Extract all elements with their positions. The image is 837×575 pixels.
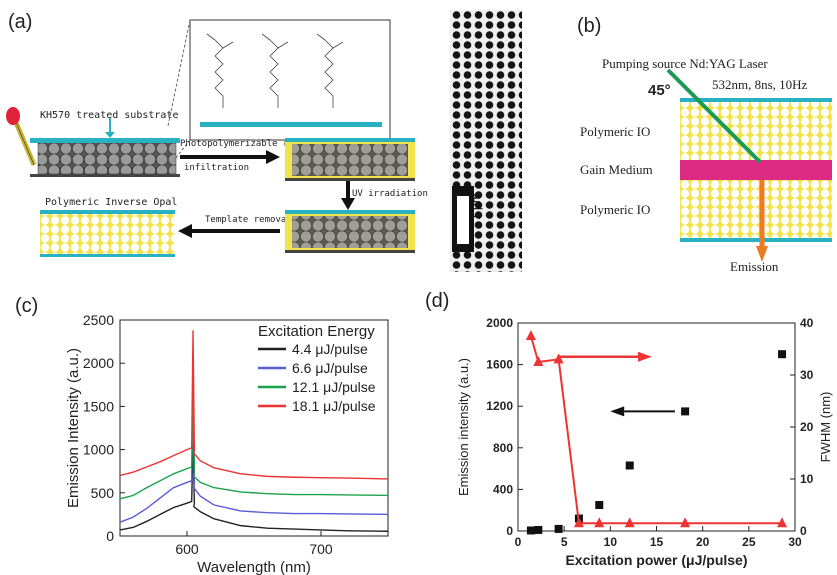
inverse-opal-label: Polymeric Inverse Opal	[45, 197, 177, 208]
x-tick-label-d: 20	[696, 535, 710, 549]
data-point-intensity	[595, 501, 604, 509]
y2-tick-label-d: 10	[800, 472, 814, 486]
x-tick-label-d: 30	[788, 535, 802, 549]
arrowhead-right-axis	[638, 351, 652, 362]
x-tick-label-d: 0	[515, 535, 522, 549]
data-point-intensity	[778, 350, 787, 359]
sem-image: 1 μm	[450, 10, 522, 272]
data-point-intensity	[534, 525, 543, 534]
arrowhead-left-axis	[610, 406, 625, 417]
x-axis-label-d: Excitation power (μJ/pulse)	[565, 552, 747, 568]
laser-setup	[666, 68, 832, 262]
molecule-inset	[167, 19, 391, 169]
layer-bot-label: Polymeric IO	[580, 202, 650, 217]
x-tick-label-d: 15	[650, 535, 664, 549]
legend-label-c-2: 12.1 μJ/pulse	[292, 379, 376, 395]
y2-tick-label-d: 20	[800, 420, 814, 434]
step-removal-label: Template removal	[205, 215, 292, 225]
data-point-fwhm	[553, 353, 564, 364]
x-tick-label-d: 5	[561, 535, 568, 549]
y-tick-label-d: 0	[506, 524, 513, 538]
y-tick-label-d: 800	[493, 441, 513, 455]
data-point-fwhm	[624, 517, 635, 528]
y-tick-label-d: 400	[493, 482, 513, 496]
substrate-label: KH570 treated substrate	[40, 110, 178, 121]
y-tick-label-d: 1200	[486, 399, 513, 413]
y2-tick-label-d: 30	[800, 368, 814, 382]
data-point-fwhm	[594, 517, 605, 528]
y-axis-label-d: Emission intensity (a.u.)	[456, 358, 471, 496]
panel-label-a: (a)	[8, 11, 32, 33]
data-point-intensity	[681, 407, 690, 416]
pump-label: Pumping source Nd:YAG Laser	[602, 56, 768, 71]
plot-frame-d	[517, 322, 796, 532]
legend-label-c-0: 4.4 μJ/pulse	[292, 341, 368, 357]
data-point-intensity	[526, 526, 535, 535]
y-tick-label-c: 1000	[83, 442, 114, 458]
x-tick-label-c: 700	[309, 541, 333, 557]
pump-params-label: 532nm, 8ns, 10Hz	[712, 77, 808, 92]
panel-label-c: (c)	[15, 295, 38, 317]
x-axis-label-c: Wavelength (nm)	[197, 559, 311, 575]
data-point-fwhm	[573, 517, 584, 528]
plot-frame-c	[119, 319, 389, 537]
series-line-c-0	[119, 440, 389, 532]
legend-label-c-1: 6.6 μJ/pulse	[292, 360, 368, 376]
colloidal-template	[30, 118, 180, 177]
y2-tick-label-d: 0	[800, 524, 807, 538]
emission-label: Emission	[730, 259, 779, 274]
panel-label-b: (b)	[577, 15, 601, 37]
y-tick-label-d: 2000	[486, 316, 513, 330]
legend-label-c-3: 18.1 μJ/pulse	[292, 398, 376, 414]
y-tick-label-c: 2500	[83, 312, 114, 328]
layer-top-label: Polymeric IO	[580, 124, 650, 139]
infiltrated-template	[285, 138, 415, 181]
data-point-fwhm	[777, 517, 788, 528]
y2-axis-label-d: FWHM (nm)	[818, 392, 833, 463]
x-tick-label-c: 600	[175, 541, 199, 557]
step-arrows	[178, 150, 355, 238]
step-infiltration-label: Photopolymerizable resin	[180, 139, 310, 149]
x-tick-label-d: 10	[604, 535, 618, 549]
step-uv-label: UV irradiation	[352, 189, 428, 199]
fwhm-line	[529, 335, 783, 525]
scale-bar-label: 1 μm	[469, 193, 483, 220]
y-axis-label-c: Emission Intensity (a.u.)	[65, 348, 82, 508]
data-point-fwhm	[533, 356, 544, 366]
layer-mid-label: Gain Medium	[580, 162, 653, 177]
panel-label-d: (d)	[425, 290, 449, 312]
cured-template	[285, 210, 415, 253]
legend-title-c: Excitation Energy	[258, 323, 375, 340]
angle-label: 45°	[648, 82, 671, 99]
y-tick-label-c: 500	[91, 485, 115, 501]
x-tick-label-d: 25	[742, 535, 756, 549]
y-tick-label-c: 0	[106, 528, 114, 544]
y-tick-label-c: 2000	[83, 355, 114, 371]
chart-emission-spectra: 0 500 1000 1500 2000 2500 600 700 Wavelength (nm…	[65, 312, 389, 575]
y-tick-label-c: 1500	[83, 398, 114, 414]
data-point-intensity	[625, 461, 634, 470]
data-point-fwhm	[525, 330, 536, 340]
y-tick-label-d: 1600	[486, 358, 513, 372]
inverse-opal	[40, 210, 175, 257]
data-point-intensity	[554, 524, 563, 533]
dropper-icon	[6, 107, 37, 166]
step-infiltration-label-2: infiltration	[184, 163, 249, 173]
series-line-c-3	[119, 330, 389, 480]
y2-tick-label-d: 40	[800, 316, 814, 330]
data-point-fwhm	[680, 517, 691, 528]
series-line-c-2	[119, 387, 389, 500]
series-line-c-1	[119, 389, 389, 523]
